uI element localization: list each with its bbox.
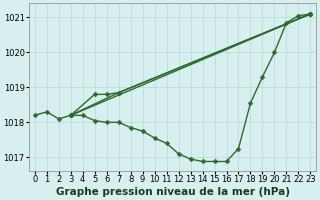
X-axis label: Graphe pression niveau de la mer (hPa): Graphe pression niveau de la mer (hPa) [56, 187, 290, 197]
